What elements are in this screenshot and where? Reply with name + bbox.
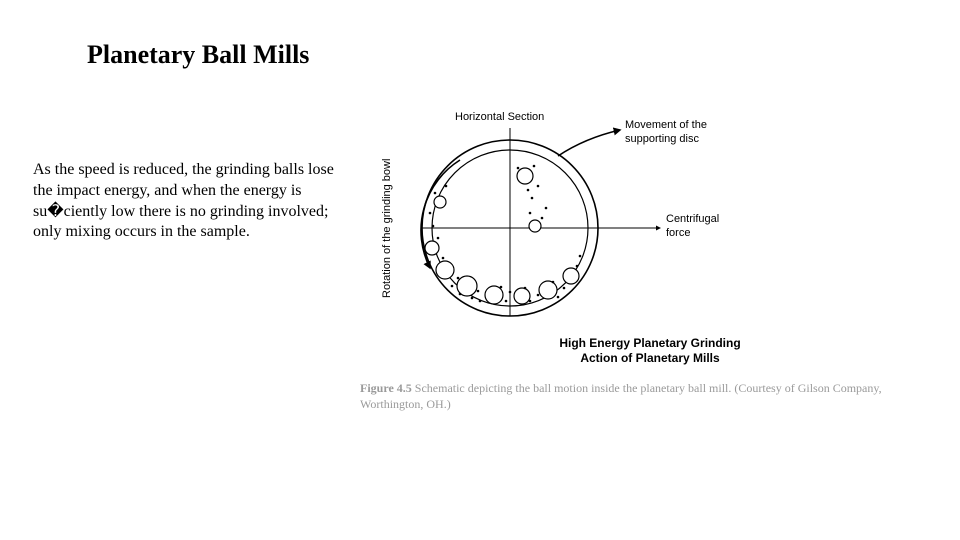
page-title: Planetary Ball Mills	[87, 40, 309, 70]
slide: Planetary Ball Mills As the speed is red…	[0, 0, 960, 540]
label-movement-disc-l2: supporting disc	[625, 133, 699, 145]
diagram-subtitle-l1: High Energy Planetary Grinding	[559, 336, 740, 350]
planetary-mill-diagram: Horizontal Section Movement of the suppo…	[360, 98, 920, 328]
grinding-balls	[425, 168, 579, 304]
body-paragraph: As the speed is reduced, the grinding ba…	[33, 160, 343, 243]
ground-fragments	[429, 165, 582, 303]
disc-movement-arrow	[558, 130, 620, 156]
diagram-subtitle-l2: Action of Planetary Mills	[580, 351, 719, 365]
label-rotation-bowl: Rotation of the grinding bowl	[381, 159, 393, 298]
label-horizontal-section: Horizontal Section	[455, 111, 544, 123]
diagram-subtitle: High Energy Planetary Grinding Action of…	[360, 336, 940, 366]
label-movement-disc-l1: Movement of the	[625, 119, 707, 131]
figure-area: Horizontal Section Movement of the suppo…	[360, 98, 940, 418]
figure-caption-lead: Figure 4.5	[360, 381, 412, 395]
figure-caption: Figure 4.5 Schematic depicting the ball …	[360, 380, 940, 412]
figure-caption-text: Schematic depicting the ball motion insi…	[360, 381, 882, 411]
label-centrifugal-l1: Centrifugal	[666, 213, 719, 225]
label-centrifugal-l2: force	[666, 227, 690, 239]
